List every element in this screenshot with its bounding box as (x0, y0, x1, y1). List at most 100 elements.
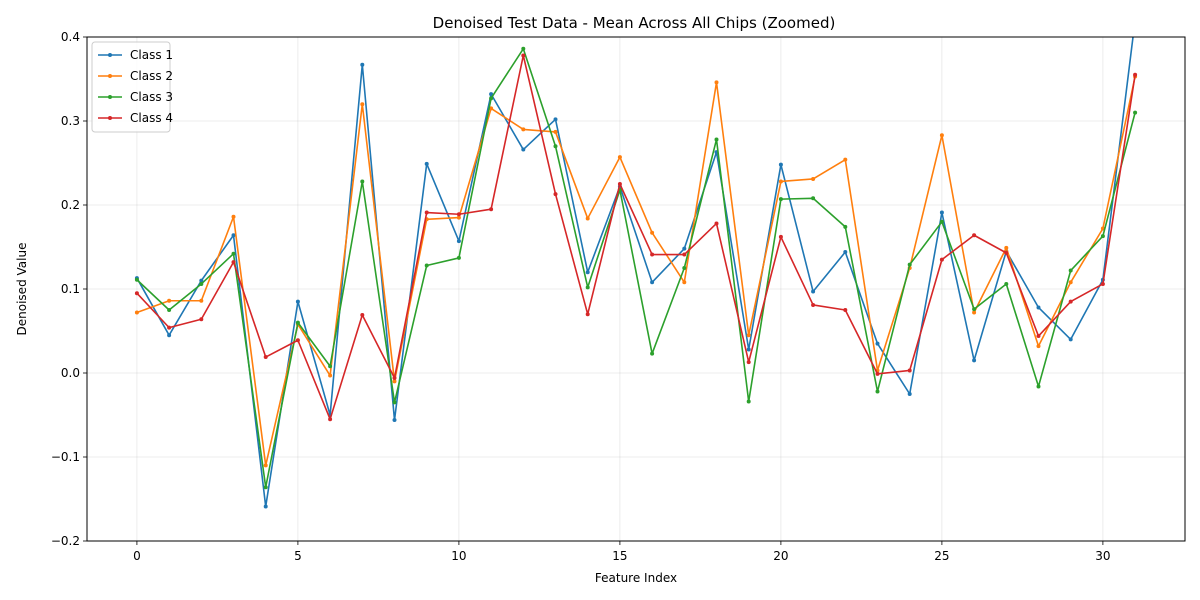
y-tick-label: 0.1 (61, 282, 80, 296)
data-point (682, 266, 687, 270)
data-point (1100, 234, 1105, 239)
data-point (424, 161, 429, 166)
data-point (650, 230, 655, 235)
data-point (939, 133, 944, 138)
data-point (392, 400, 397, 405)
data-point (1068, 299, 1073, 304)
data-point (199, 281, 204, 286)
data-point (1036, 384, 1041, 389)
data-point (231, 251, 236, 256)
data-point (811, 196, 816, 201)
data-point (521, 127, 526, 132)
x-axis-label: Feature Index (595, 571, 677, 585)
data-point (134, 310, 139, 315)
data-point (843, 157, 848, 162)
data-point (199, 317, 204, 322)
data-point (199, 298, 204, 303)
x-tick-label: 0 (133, 549, 141, 563)
x-tick-label: 10 (451, 549, 466, 563)
legend-item: Class 3 (98, 90, 173, 104)
data-point (682, 246, 687, 251)
legend-label: Class 3 (130, 90, 173, 104)
data-point (972, 358, 977, 363)
data-point (456, 239, 461, 244)
data-point (263, 355, 268, 360)
axes: 0 5 10 15 20 25 30 −0.2 −0.1 0.0 0.1 0.2 0.3 0.4 (51, 30, 1111, 563)
data-point (553, 117, 558, 122)
data-point (811, 176, 816, 181)
data-point (778, 162, 783, 167)
data-point (746, 333, 751, 338)
series-line (136, 76, 1136, 467)
y-tick-label: 0.0 (61, 366, 80, 380)
data-point (1036, 305, 1041, 310)
legend-label: Class 4 (130, 111, 173, 125)
data-point (972, 233, 977, 238)
data-point (167, 308, 172, 312)
y-tick-label: −0.1 (51, 450, 80, 464)
y-tick-label: 0.4 (61, 30, 80, 44)
data-point (553, 129, 558, 134)
data-point (392, 376, 397, 381)
data-point (875, 389, 880, 394)
data-point (1068, 280, 1073, 285)
data-point (1036, 344, 1041, 349)
data-point (553, 144, 558, 149)
y-tick-label: −0.2 (51, 534, 80, 548)
data-point (972, 310, 977, 315)
series-2 (134, 74, 1138, 468)
x-tick-label: 15 (612, 549, 627, 563)
data-point (714, 221, 719, 226)
data-point (521, 46, 526, 51)
legend-marker (108, 95, 112, 99)
series-line (136, 47, 1136, 489)
data-point (617, 155, 622, 160)
data-point (1133, 110, 1138, 115)
data-point (1133, 72, 1138, 77)
series-line (136, 37, 1134, 508)
x-tick-label: 25 (934, 549, 949, 563)
legend-marker (108, 116, 112, 120)
data-point (650, 252, 655, 257)
data-point (489, 207, 494, 212)
data-point (778, 234, 783, 239)
legend-frame (91, 41, 171, 133)
legend-item: Class 2 (98, 69, 173, 83)
data-point (682, 252, 687, 257)
data-point (650, 351, 655, 356)
data-point (585, 216, 590, 221)
data-point (875, 371, 880, 376)
data-point (489, 96, 494, 101)
series-4 (134, 53, 1138, 422)
data-point (199, 278, 204, 283)
legend-label: Class 1 (130, 48, 173, 62)
data-point (328, 364, 333, 369)
data-point (939, 219, 944, 224)
x-tick-label: 5 (294, 549, 302, 563)
plot-frame (86, 36, 1186, 542)
data-point (1004, 250, 1009, 255)
y-tick-label: 0.3 (61, 114, 80, 128)
data-point (746, 347, 751, 352)
data-point (1036, 334, 1041, 339)
data-point (167, 298, 172, 303)
data-point (1004, 281, 1009, 286)
data-point (134, 277, 139, 282)
data-point (424, 263, 429, 268)
legend-item: Class 4 (98, 111, 173, 125)
legend-marker (108, 53, 112, 57)
series-group (134, 37, 1138, 509)
data-point (328, 373, 333, 378)
data-point (1068, 268, 1073, 273)
data-point (392, 379, 397, 384)
data-point (360, 62, 365, 67)
series-3 (134, 46, 1138, 490)
y-axis-label: Denoised Value (15, 243, 29, 336)
data-point (231, 233, 236, 238)
data-point (617, 182, 622, 186)
data-point (263, 504, 268, 509)
x-tick-label: 30 (1095, 549, 1110, 563)
data-point (424, 210, 429, 215)
data-point (1100, 281, 1105, 286)
data-point (875, 341, 880, 346)
